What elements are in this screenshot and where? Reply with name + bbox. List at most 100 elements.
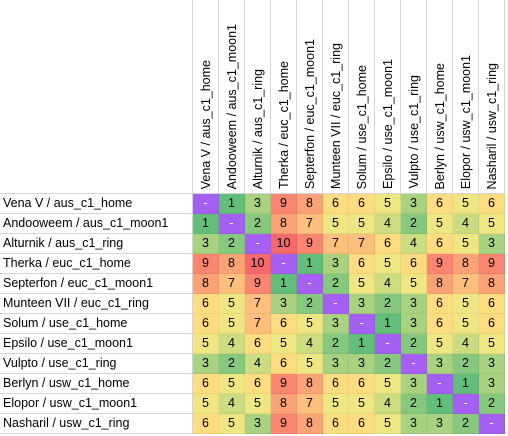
matrix-cell[interactable]: 3 xyxy=(401,374,427,394)
matrix-cell[interactable]: 5 xyxy=(193,394,219,414)
matrix-cell[interactable]: 5 xyxy=(375,414,401,434)
column-header[interactable]: Epsilo / use_c1_moon1 xyxy=(375,0,401,194)
matrix-cell[interactable]: 2 xyxy=(453,414,479,434)
matrix-cell[interactable]: 1 xyxy=(297,254,323,274)
matrix-cell[interactable]: 9 xyxy=(245,274,271,294)
matrix-cell[interactable]: 1 xyxy=(271,274,297,294)
matrix-cell[interactable]: 6 xyxy=(479,314,505,334)
matrix-cell[interactable]: 3 xyxy=(479,374,505,394)
matrix-cell[interactable]: 10 xyxy=(245,254,271,274)
column-header[interactable]: Solum / use_c1_home xyxy=(349,0,375,194)
matrix-cell[interactable]: 2 xyxy=(323,334,349,354)
matrix-cell[interactable]: 9 xyxy=(271,414,297,434)
matrix-cell[interactable]: 6 xyxy=(193,414,219,434)
matrix-cell[interactable]: 6 xyxy=(193,374,219,394)
matrix-cell[interactable]: 5 xyxy=(297,314,323,334)
row-header[interactable]: Nasharil / usw_c1_ring xyxy=(0,414,193,434)
row-header[interactable]: Epsilo / use_c1_moon1 xyxy=(0,334,193,354)
matrix-cell[interactable]: 4 xyxy=(245,354,271,374)
matrix-cell[interactable]: 5 xyxy=(479,214,505,234)
matrix-cell[interactable]: 9 xyxy=(271,194,297,214)
matrix-cell[interactable]: 6 xyxy=(427,194,453,214)
matrix-cell[interactable]: 4 xyxy=(219,334,245,354)
matrix-cell[interactable]: 7 xyxy=(323,234,349,254)
matrix-cell[interactable]: 9 xyxy=(297,234,323,254)
row-header[interactable]: Septerfon / euc_c1_moon1 xyxy=(0,274,193,294)
matrix-cell[interactable]: 7 xyxy=(349,234,375,254)
matrix-cell[interactable]: 7 xyxy=(297,394,323,414)
matrix-cell[interactable]: - xyxy=(349,314,375,334)
column-header[interactable]: Berlyn / usw_c1_home xyxy=(427,0,453,194)
row-header[interactable]: Solum / use_c1_home xyxy=(0,314,193,334)
matrix-cell[interactable]: 5 xyxy=(323,214,349,234)
matrix-cell[interactable]: 3 xyxy=(349,354,375,374)
matrix-cell[interactable]: 1 xyxy=(349,334,375,354)
matrix-cell[interactable]: 4 xyxy=(375,214,401,234)
matrix-cell[interactable]: 5 xyxy=(453,314,479,334)
matrix-cell[interactable]: 6 xyxy=(271,354,297,374)
matrix-cell[interactable]: 2 xyxy=(219,354,245,374)
matrix-cell[interactable]: 6 xyxy=(323,374,349,394)
matrix-cell[interactable]: 3 xyxy=(323,354,349,374)
matrix-cell[interactable]: 6 xyxy=(193,314,219,334)
matrix-cell[interactable]: 3 xyxy=(401,294,427,314)
matrix-cell[interactable]: 3 xyxy=(193,234,219,254)
matrix-cell[interactable]: 7 xyxy=(245,294,271,314)
matrix-cell[interactable]: 8 xyxy=(193,274,219,294)
matrix-cell[interactable]: 6 xyxy=(323,414,349,434)
matrix-cell[interactable]: 5 xyxy=(271,334,297,354)
row-header[interactable]: Elopor / usw_c1_moon1 xyxy=(0,394,193,414)
matrix-cell[interactable]: 10 xyxy=(271,234,297,254)
matrix-cell[interactable]: 9 xyxy=(427,254,453,274)
matrix-cell[interactable]: 2 xyxy=(375,294,401,314)
matrix-cell[interactable]: 5 xyxy=(427,334,453,354)
column-header[interactable]: Vulpto / use_c1_ring xyxy=(401,0,427,194)
matrix-cell[interactable]: 5 xyxy=(427,214,453,234)
matrix-cell[interactable]: 5 xyxy=(349,394,375,414)
matrix-cell[interactable]: 3 xyxy=(271,294,297,314)
matrix-cell[interactable]: 2 xyxy=(401,394,427,414)
matrix-cell[interactable]: 4 xyxy=(375,274,401,294)
matrix-cell[interactable]: 5 xyxy=(349,274,375,294)
matrix-cell[interactable]: 5 xyxy=(349,214,375,234)
matrix-cell[interactable]: 2 xyxy=(401,214,427,234)
matrix-cell[interactable]: 6 xyxy=(323,194,349,214)
matrix-cell[interactable]: 5 xyxy=(323,394,349,414)
matrix-cell[interactable]: 7 xyxy=(245,314,271,334)
matrix-cell[interactable]: 8 xyxy=(271,394,297,414)
matrix-cell[interactable]: - xyxy=(427,374,453,394)
matrix-cell[interactable]: - xyxy=(219,214,245,234)
matrix-cell[interactable]: 8 xyxy=(453,254,479,274)
matrix-cell[interactable]: 3 xyxy=(427,414,453,434)
matrix-cell[interactable]: 3 xyxy=(245,414,271,434)
matrix-cell[interactable]: 3 xyxy=(401,314,427,334)
matrix-cell[interactable]: 4 xyxy=(219,394,245,414)
matrix-cell[interactable]: - xyxy=(479,414,505,434)
matrix-cell[interactable]: - xyxy=(401,354,427,374)
matrix-cell[interactable]: 1 xyxy=(427,394,453,414)
matrix-cell[interactable]: 8 xyxy=(297,374,323,394)
matrix-cell[interactable]: 2 xyxy=(297,294,323,314)
matrix-cell[interactable]: 5 xyxy=(375,254,401,274)
matrix-cell[interactable]: 5 xyxy=(375,194,401,214)
matrix-cell[interactable]: 8 xyxy=(219,254,245,274)
matrix-cell[interactable]: - xyxy=(323,294,349,314)
matrix-cell[interactable]: 3 xyxy=(401,414,427,434)
matrix-cell[interactable]: 2 xyxy=(323,274,349,294)
matrix-cell[interactable]: 3 xyxy=(479,354,505,374)
row-header[interactable]: Berlyn / usw_c1_home xyxy=(0,374,193,394)
matrix-cell[interactable]: 8 xyxy=(297,194,323,214)
matrix-cell[interactable]: 3 xyxy=(193,354,219,374)
matrix-cell[interactable]: 2 xyxy=(479,394,505,414)
matrix-cell[interactable]: 5 xyxy=(375,374,401,394)
matrix-cell[interactable]: 3 xyxy=(349,294,375,314)
matrix-cell[interactable]: 8 xyxy=(427,274,453,294)
matrix-cell[interactable]: 8 xyxy=(297,414,323,434)
matrix-cell[interactable]: 1 xyxy=(219,194,245,214)
matrix-cell[interactable]: 1 xyxy=(193,214,219,234)
matrix-cell[interactable]: 6 xyxy=(479,294,505,314)
matrix-cell[interactable]: 5 xyxy=(219,414,245,434)
matrix-cell[interactable]: 6 xyxy=(401,254,427,274)
matrix-cell[interactable]: 6 xyxy=(349,194,375,214)
matrix-cell[interactable]: 4 xyxy=(297,334,323,354)
